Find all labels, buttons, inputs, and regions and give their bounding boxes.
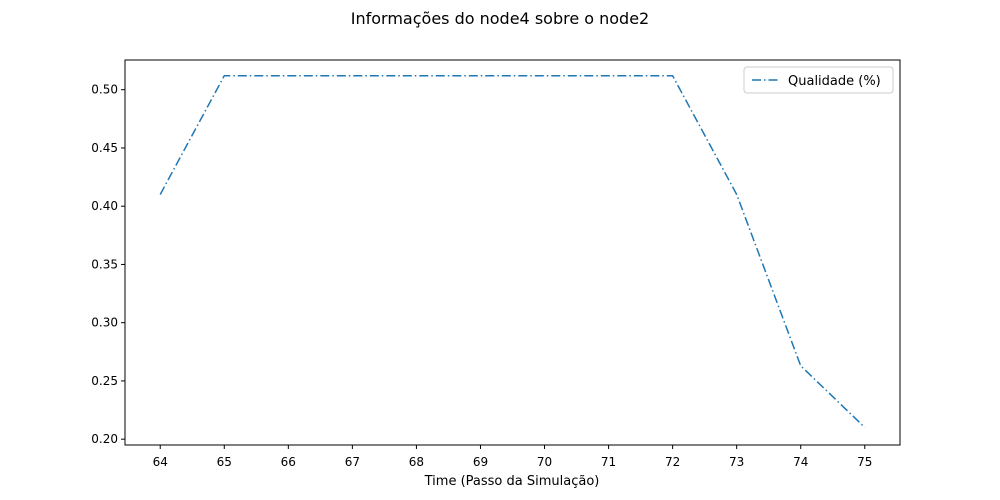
chart-title: Informações do node4 sobre o node2 xyxy=(351,9,649,28)
y-tick-label: 0.20 xyxy=(91,432,118,446)
plot-area xyxy=(124,59,901,446)
x-tick-label: 69 xyxy=(473,455,488,469)
x-tick-label: 67 xyxy=(345,455,360,469)
x-tick-label: 73 xyxy=(729,455,744,469)
series-line xyxy=(159,74,866,429)
x-tick-label: 65 xyxy=(217,455,232,469)
series-layer xyxy=(159,74,866,429)
y-axis-ticks: 0.20 0.25 0.30 0.35 0.40 0.45 0.50 xyxy=(91,83,125,446)
x-tick-label: 64 xyxy=(153,455,168,469)
y-tick-label: 0.40 xyxy=(91,199,118,213)
x-axis-ticks: 64 65 66 67 68 69 70 71 72 73 74 75 xyxy=(153,445,872,469)
y-tick-label: 0.45 xyxy=(91,141,118,155)
y-tick-label: 0.35 xyxy=(91,257,118,271)
x-tick-label: 75 xyxy=(857,455,872,469)
x-tick-label: 74 xyxy=(793,455,808,469)
x-tick-label: 71 xyxy=(601,455,616,469)
y-tick-label: 0.25 xyxy=(91,374,118,388)
y-tick-label: 0.50 xyxy=(91,83,118,97)
legend-box xyxy=(743,66,894,94)
legend-label: Qualidade (%) xyxy=(788,74,881,89)
x-axis-label: Time (Passo da Simulação) xyxy=(424,474,600,489)
legend: Qualidade (%) xyxy=(743,66,894,94)
x-tick-label: 66 xyxy=(281,455,296,469)
x-tick-label: 68 xyxy=(409,455,424,469)
x-tick-label: 72 xyxy=(665,455,680,469)
y-tick-label: 0.30 xyxy=(91,316,118,330)
x-tick-label: 70 xyxy=(537,455,552,469)
